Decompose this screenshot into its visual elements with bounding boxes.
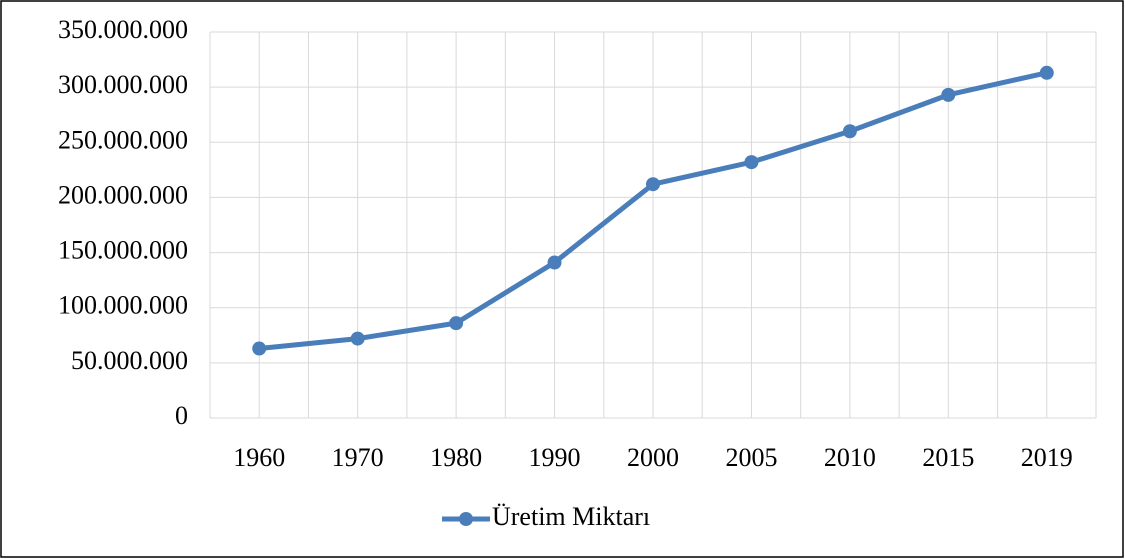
data-point [646,177,660,192]
y-tick-label: 350.000.000 [58,15,188,44]
y-tick-label: 150.000.000 [58,236,188,265]
x-tick-label: 2000 [627,443,679,472]
data-point [547,255,562,270]
x-tick-label: 2019 [1021,443,1073,472]
legend-marker [459,512,473,526]
legend-label: Üretim Miktarı [492,502,650,531]
x-tick-label: 2010 [824,443,876,472]
x-tick-label: 1980 [430,443,482,472]
y-tick-label: 50.000.000 [71,346,188,375]
data-point [449,316,464,331]
x-tick-label: 1960 [233,443,285,472]
y-tick-label: 300.000.000 [58,70,188,99]
x-tick-label: 2015 [922,443,974,472]
y-tick-label: 100.000.000 [58,291,188,320]
y-tick-label: 200.000.000 [58,180,188,209]
x-tick-label: 2005 [725,443,777,472]
data-point [350,331,365,346]
data-point [744,155,759,170]
x-tick-label: 1970 [332,443,384,472]
x-tick-label: 1990 [529,443,581,472]
y-tick-label: 250.000.000 [58,125,188,154]
data-point [252,341,267,356]
data-point [1039,65,1054,80]
data-point [941,87,956,102]
y-tick-label: 0 [175,401,188,430]
data-point [842,124,857,139]
